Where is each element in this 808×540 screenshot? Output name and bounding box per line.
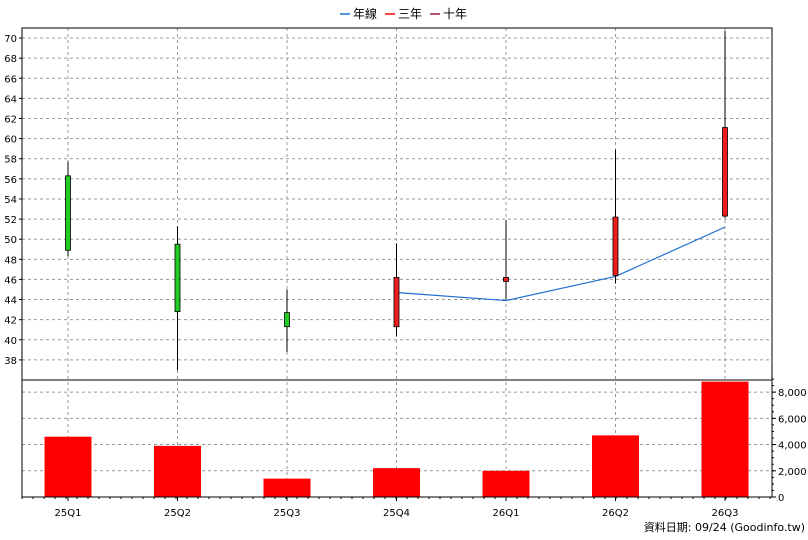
candle-body (284, 312, 290, 328)
price-tick-label: 62 (4, 115, 17, 126)
price-tick-label: 64 (4, 94, 17, 105)
price-panel: 38 40 42 44 46 48 50 52 54 56 58 60 62 64 66 68 70 (4, 27, 773, 497)
price-tick-label: 48 (4, 255, 17, 266)
price-tick-label: 50 (4, 235, 17, 246)
data-date-footer: 資料日期: 09/24 (Goodinfo.tw) (644, 520, 805, 534)
price-tick-label: 38 (4, 356, 17, 367)
volume-panel: 0 2,000 4,000 6,000 8,000 (21, 378, 807, 504)
volume-bar (701, 381, 749, 497)
volume-bar (44, 436, 92, 497)
price-tick-label: 40 (4, 336, 17, 347)
candle-body (612, 216, 619, 276)
volume-tick-label: 2,000 (778, 467, 807, 478)
legend: 年線 三年 十年 (340, 6, 467, 21)
volume-tick-label: 4,000 (778, 441, 807, 452)
price-tick-label: 60 (4, 135, 17, 146)
price-tick-label: 52 (4, 215, 17, 226)
price-tick-label: 46 (4, 275, 17, 286)
price-frame (21, 27, 773, 381)
x-tick-label: 26Q3 (712, 508, 739, 519)
legend-label: 三年 (398, 7, 422, 21)
legend-label: 年線 (353, 6, 377, 21)
volume-tick-label: 0 (778, 493, 784, 504)
volume-tick-label: 8,000 (778, 388, 807, 399)
candle-body (722, 127, 728, 217)
year-line-series (396, 226, 726, 302)
price-tick-label: 42 (4, 316, 17, 327)
x-tick-label: 25Q4 (383, 508, 410, 519)
volume-bar (482, 470, 530, 497)
x-tick-label: 26Q1 (493, 508, 520, 519)
candle-body (503, 277, 509, 282)
candle-body (393, 277, 400, 328)
price-tick-label: 70 (4, 34, 17, 45)
legend-label: 十年 (443, 7, 467, 21)
volume-tick-label: 6,000 (778, 414, 807, 425)
candle-body (65, 175, 71, 251)
price-tick-label: 54 (4, 195, 17, 206)
x-tick-label: 26Q2 (602, 508, 629, 519)
volume-bar (373, 468, 420, 497)
price-tick-label: 66 (4, 74, 17, 85)
volume-bar (263, 478, 311, 497)
price-tick-label: 44 (4, 296, 17, 307)
x-axis: 25Q1 25Q2 25Q3 25Q4 26Q1 26Q2 26Q3 (21, 497, 771, 519)
price-tick-label: 68 (4, 54, 17, 65)
price-tick-label: 56 (4, 175, 17, 186)
x-tick-label: 25Q1 (55, 508, 82, 519)
x-tick-label: 25Q3 (274, 508, 301, 519)
price-tick-label: 58 (4, 155, 17, 166)
volume-bar (592, 435, 639, 497)
candle-body (174, 243, 181, 313)
volume-bar (154, 445, 201, 497)
x-tick-label: 25Q2 (164, 508, 191, 519)
